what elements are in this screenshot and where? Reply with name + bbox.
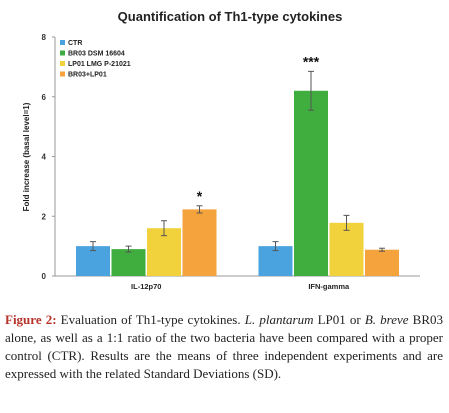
cytokine-bar-chart: Quantification of Th1-type cytokines Fol… [22, 9, 420, 291]
caption-text-2: LP01 or [313, 312, 365, 327]
y-axis-label: Fold increase (basal level=1) [22, 102, 31, 211]
y-tick-label: 4 [42, 153, 47, 162]
significance-marker: * [197, 188, 203, 204]
bar [329, 222, 364, 276]
caption-species-2: B. breve [364, 312, 409, 327]
y-tick-label: 8 [42, 33, 47, 42]
bar [365, 249, 399, 276]
legend-label: BR03 DSM 16604 [68, 51, 125, 58]
bar [294, 90, 328, 277]
significance-marker: *** [303, 53, 320, 69]
legend-swatch [60, 40, 65, 45]
bar [182, 209, 217, 276]
legend-label: CTR [68, 40, 82, 47]
legend-label: LP01 LMG P-21021 [68, 61, 131, 68]
legend-label: BR03+LP01 [68, 72, 107, 79]
category-label: IL-12p70 [131, 282, 161, 291]
legend-swatch [60, 71, 65, 77]
category-label: IFN-gamma [308, 282, 350, 291]
legend-swatch [60, 50, 65, 56]
y-tick-label: 0 [42, 272, 47, 281]
legend-swatch [60, 61, 65, 66]
chart-title: Quantification of Th1-type cytokines [118, 9, 343, 24]
bar [111, 249, 146, 276]
caption-species-1: L. plantarum [244, 312, 314, 327]
figure-caption: Figure 2: Evaluation of Th1-type cytokin… [5, 311, 443, 383]
y-tick-label: 6 [42, 93, 47, 102]
caption-label: Figure 2: [5, 312, 57, 327]
caption-text-1: Evaluation of Th1-type cytokines. [56, 312, 245, 327]
caption-text-3: BR03 alone, as well as a 1:1 ratio of th… [5, 312, 444, 381]
y-tick-label: 2 [42, 212, 47, 221]
